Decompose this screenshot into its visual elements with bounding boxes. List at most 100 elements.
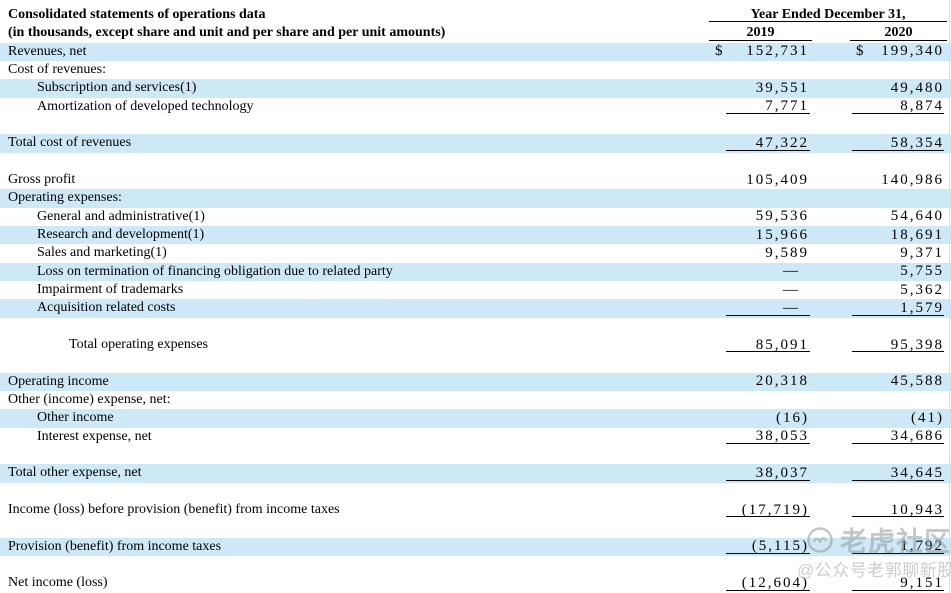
value-2019 [709, 153, 812, 171]
value-text-2020: 1,579 [900, 299, 944, 316]
value-text-2020: 49,480 [890, 79, 944, 96]
value-2020: 10,943 [850, 501, 947, 519]
column-gap [812, 226, 850, 244]
row-label: Amortization of developed technology [37, 98, 254, 114]
spacer-row [0, 483, 951, 501]
value-text-2019: 152,731 [746, 43, 809, 60]
spacer-row [0, 556, 951, 574]
table-row: Interest expense, net 38,053 34,686 [0, 428, 951, 446]
value-2019: $152,731 [709, 43, 812, 61]
value-2019 [709, 61, 812, 79]
value-2019: 38,037 [709, 464, 812, 482]
row-label: Total operating expenses [69, 336, 208, 352]
value-2019: 20,318 [709, 373, 812, 391]
column-gap [812, 208, 850, 226]
value-text-2020: (41) [911, 409, 944, 426]
column-gap [812, 428, 850, 446]
value-2020 [850, 318, 947, 336]
value-2019 [709, 318, 812, 336]
row-label: Operating income [8, 373, 109, 389]
value-text-2020: 10,943 [890, 501, 944, 518]
row-label: Sales and marketing(1) [37, 245, 167, 261]
value-text-2019: 38,053 [755, 428, 809, 445]
column-gap [812, 354, 850, 372]
table-row: Total cost of revenues 47,322 58,354 [0, 134, 951, 153]
year-ended-group-header: Year Ended December 31, [709, 6, 947, 24]
column-gap [812, 538, 850, 556]
dollar-sign: $ [856, 43, 864, 60]
value-2020 [850, 153, 947, 171]
value-text-2019: (17,719) [741, 501, 809, 518]
value-2019 [709, 391, 812, 409]
row-label: Net income (loss) [8, 575, 108, 591]
table-row: General and administrative(1) 59,536 54,64… [0, 208, 951, 226]
value-2020: (41) [850, 409, 947, 427]
value-2019: 59,536 [709, 208, 812, 226]
column-gap [812, 574, 850, 592]
value-text-2020: 9,371 [900, 244, 944, 261]
value-2019: 15,966 [709, 226, 812, 244]
value-2019 [709, 354, 812, 372]
row-label: Cost of revenues: [8, 61, 106, 77]
value-text-2020: 95,398 [890, 336, 944, 353]
page-edge-line [949, 0, 950, 593]
value-text-2019: (5,115) [751, 538, 809, 555]
value-text-2019: 38,037 [755, 464, 809, 481]
spacer-row [0, 519, 951, 537]
column-gap [812, 263, 850, 281]
value-2020: 1,792 [850, 538, 947, 556]
value-2020: $199,340 [850, 43, 947, 61]
value-text-2019: 39,551 [755, 79, 809, 96]
dollar-sign: $ [715, 43, 723, 60]
value-2019: — [709, 281, 812, 299]
row-label: Income (loss) before provision (benefit)… [8, 501, 340, 517]
value-2019: 105,409 [709, 171, 812, 189]
value-text-2020: 34,645 [890, 464, 944, 481]
value-2019: 47,322 [709, 134, 812, 152]
column-gap [812, 116, 850, 134]
table-row: Research and development(1) 15,966 18,691 [0, 225, 951, 245]
table-row: Gross profit 105,409 140,986 [0, 171, 951, 189]
value-2019: (12,604) [709, 574, 812, 592]
value-2020: 9,151 [850, 574, 947, 592]
table-row: Operating expenses: [0, 189, 951, 208]
column-gap [812, 373, 850, 391]
value-2020: 34,645 [850, 464, 947, 482]
value-2019 [709, 556, 812, 574]
table-row: Amortization of developed technology 7,77… [0, 98, 951, 116]
table-row: Total other expense, net 38,037 34,645 [0, 464, 951, 483]
column-gap [812, 244, 850, 262]
value-text-2019: 15,966 [755, 226, 809, 243]
column-gap [812, 281, 850, 299]
value-2020: 54,640 [850, 208, 947, 226]
column-gap [812, 79, 850, 97]
row-label: Subscription and services(1) [37, 80, 197, 96]
row-label: General and administrative(1) [37, 208, 205, 224]
value-text-2019: 7,771 [765, 98, 809, 115]
statement-table: Revenues, net $152,731 $199,340 Cost of rev… [0, 42, 951, 593]
row-label: Other income [37, 410, 114, 426]
value-2020 [850, 189, 947, 207]
value-2020 [850, 391, 947, 409]
column-gap [812, 519, 850, 537]
row-label: Other (income) expense, net: [8, 391, 171, 407]
table-row: Revenues, net $152,731 $199,340 [0, 42, 951, 61]
value-2019 [709, 116, 812, 134]
column-gap [812, 501, 850, 519]
spacer-row [0, 354, 951, 372]
value-2020: 18,691 [850, 226, 947, 244]
value-text-2020: 58,354 [890, 134, 944, 151]
table-row: Operating income 20,318 45,588 [0, 372, 951, 391]
value-text-2019: — [783, 281, 798, 298]
column-gap [812, 464, 850, 482]
value-2019: — [709, 299, 812, 317]
table-row: Acquisition related costs — 1,579 [0, 299, 951, 318]
statement-title: Consolidated statements of operations da… [8, 7, 266, 22]
row-label: Acquisition related costs [37, 300, 176, 316]
column-gap [812, 483, 850, 501]
row-label: Total cost of revenues [8, 135, 132, 151]
table-row: Subscription and services(1) 39,551 49,480 [0, 79, 951, 98]
value-2020 [850, 61, 947, 79]
table-row: Impairment of trademarks — 5,362 [0, 281, 951, 299]
row-label: Operating expenses: [8, 190, 122, 206]
